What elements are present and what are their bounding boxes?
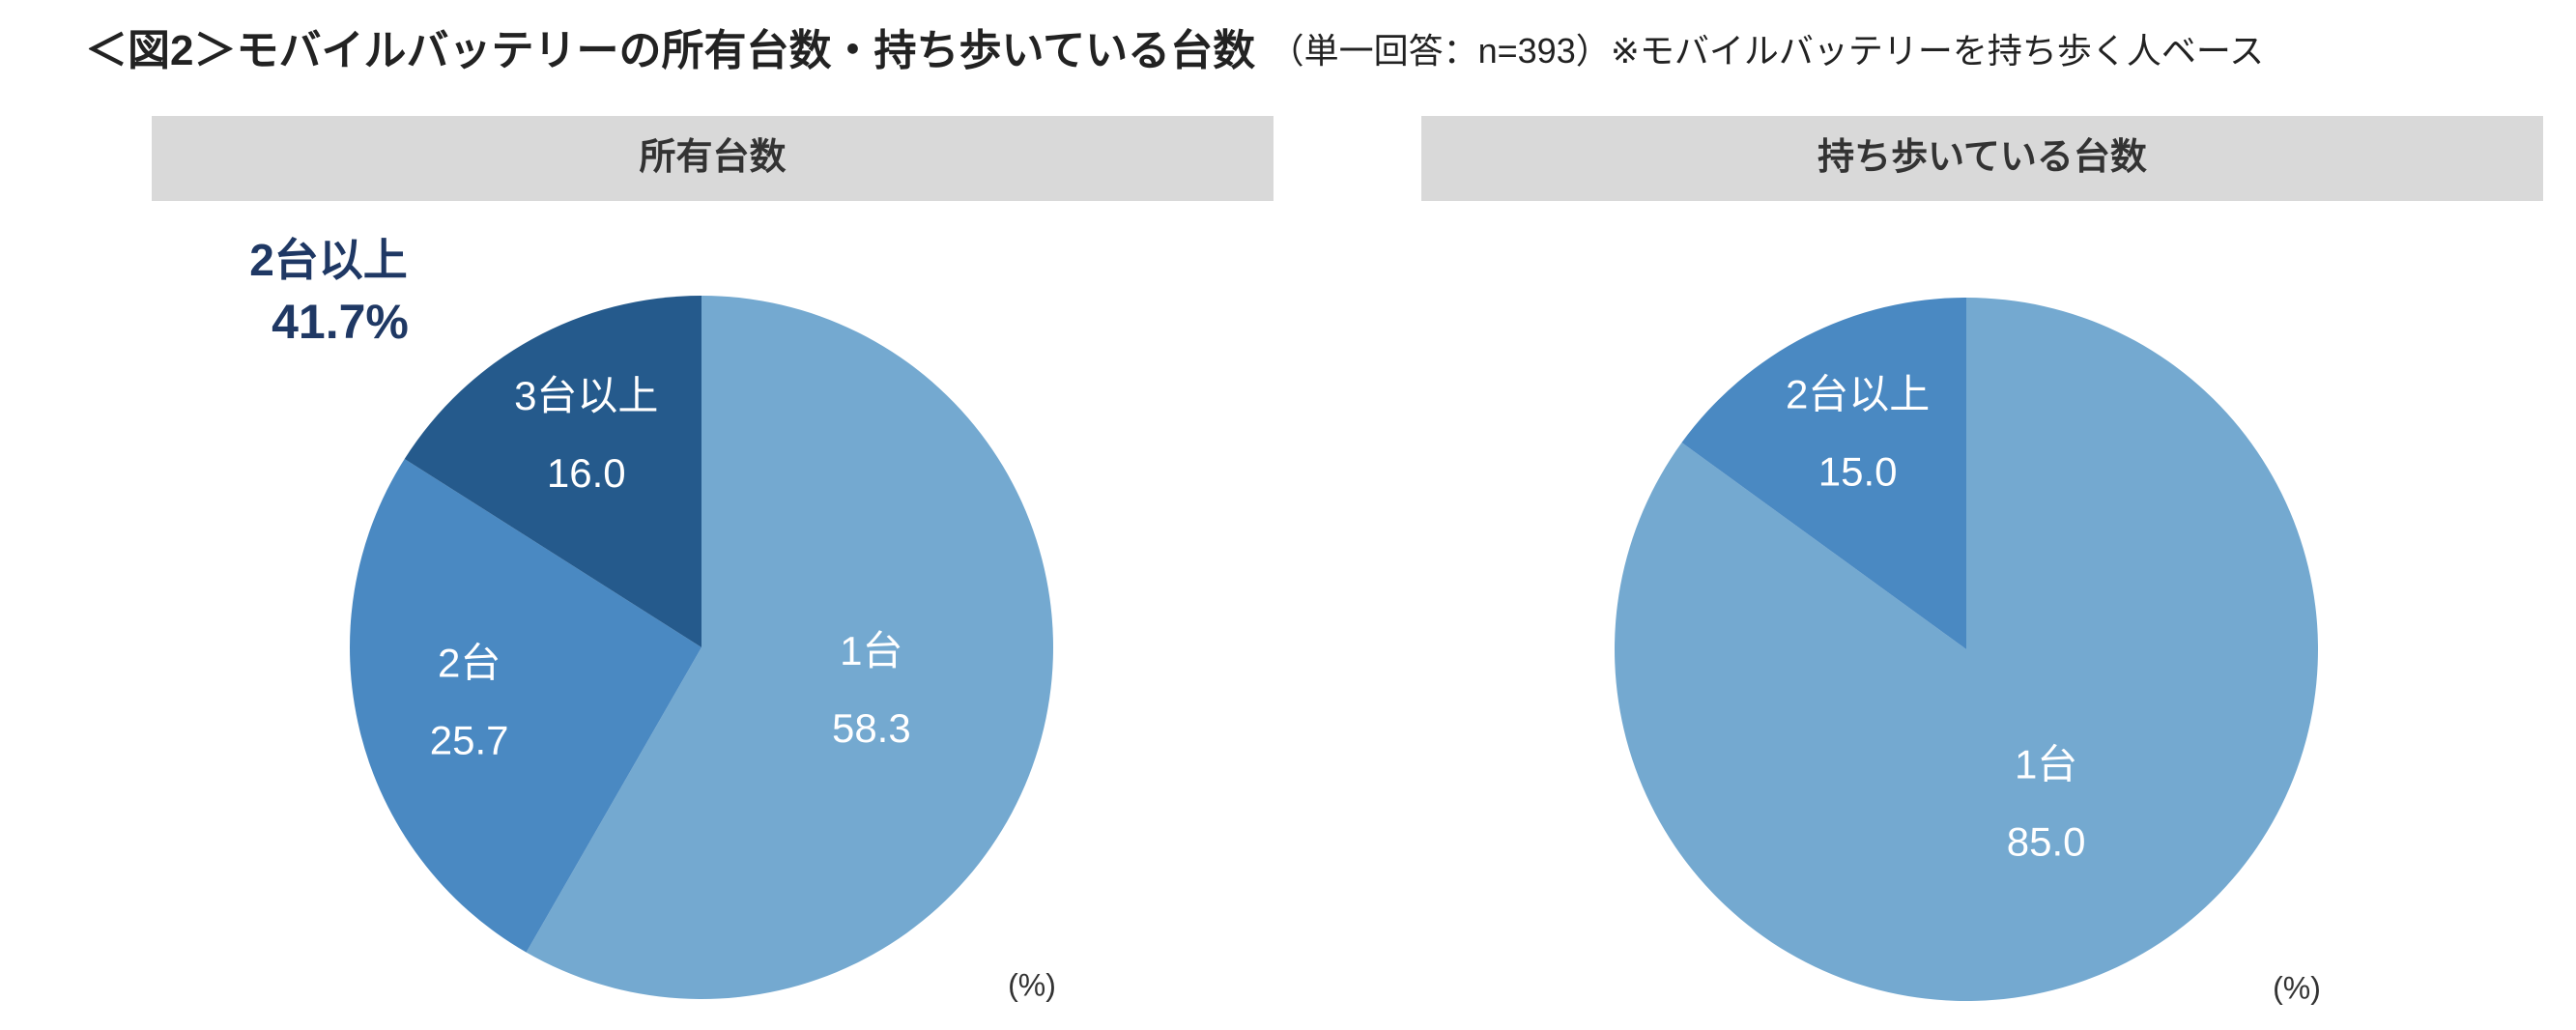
slice-category-label: 2台以上 [1786,372,1930,417]
annotation-text: 2台以上 [249,235,408,285]
title-note: （単一回答：n=393）※モバイルバッテリーを持ち歩く人ベース [1270,31,2264,71]
slice-category-label: 3台以上 [514,373,658,418]
slice-value-label: 58.3 [832,705,911,751]
annotation-value: 41.7% [272,295,409,349]
slice-value-label: 85.0 [2007,818,2086,864]
panel-title: 持ち歩いている台数 [1818,137,2147,178]
pie-slice [1681,298,1966,649]
pie-slice [526,296,1054,999]
pie-slice [1615,298,2319,1001]
pie-slice [404,296,701,647]
slice-category-label: 1台 [840,628,902,673]
pie-slice [350,458,701,953]
slice-category-label: 1台 [2015,741,2077,787]
slice-category-label: 2台 [438,640,501,685]
figure-title: ＜図2＞モバイルバッテリーの所有台数・持ち歩いている台数 （単一回答：n=393… [85,27,2264,74]
panel-header [152,116,1274,201]
panel-header [1421,116,2543,201]
slice-value-label: 16.0 [547,450,626,496]
title-main: ＜図2＞モバイルバッテリーの所有台数・持ち歩いている台数 [85,27,1255,74]
unit-label: (%) [1008,967,1056,1002]
panel-title: 所有台数 [639,137,786,178]
unit-label: (%) [2273,970,2321,1005]
slice-value-label: 25.7 [430,717,509,762]
slice-value-label: 15.0 [1818,449,1898,495]
